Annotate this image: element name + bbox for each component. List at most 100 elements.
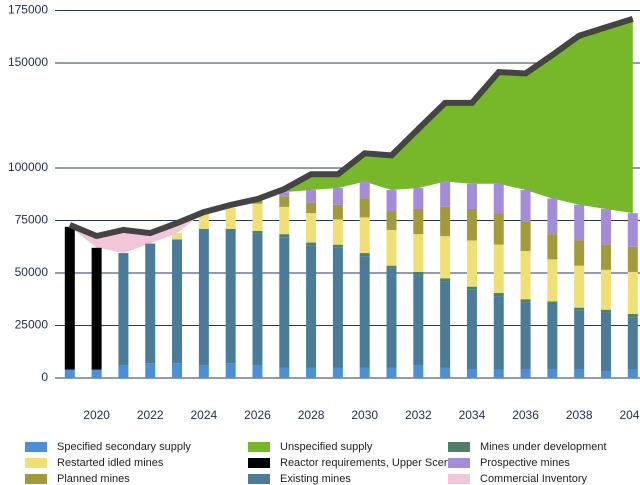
bar-segment: [386, 367, 397, 378]
bar-segment: [493, 183, 504, 214]
legend-label: Specified secondary supply: [57, 441, 191, 453]
bar-segment: [279, 192, 290, 197]
bar-segment: [332, 367, 343, 378]
bar-segment: [600, 269, 611, 310]
bar-segment: [172, 363, 183, 378]
x-tick-label: 2024: [191, 408, 218, 422]
bar-segment: [574, 369, 585, 378]
legend-label: Commercial Inventory: [480, 473, 587, 485]
x-tick-label: 2036: [512, 408, 539, 422]
bar-segment: [547, 304, 558, 370]
legend-swatch: [448, 474, 470, 484]
bar-segment: [252, 233, 263, 366]
bar-segment: [466, 286, 477, 290]
bar-segment: [413, 275, 424, 366]
bar-segment: [279, 196, 290, 207]
y-tick-label: 25000: [15, 318, 49, 332]
bar-segment: [198, 228, 209, 366]
bar-segment: [493, 244, 504, 293]
bar-segment: [574, 307, 585, 311]
legend-swatch: [25, 442, 47, 452]
bar-segment: [279, 234, 290, 238]
bar-segment: [91, 369, 102, 378]
bar-segment: [547, 301, 558, 305]
bar-segment: [600, 244, 611, 270]
bar-segment: [547, 234, 558, 260]
legend: Specified secondary supply Restarted idle…: [25, 441, 607, 485]
bar-segment: [413, 365, 424, 378]
bar-segment: [172, 239, 183, 364]
bar-segment: [359, 217, 370, 254]
legend-swatch: [448, 442, 470, 452]
x-tick-label: 2030: [351, 408, 378, 422]
bar-segment: [466, 208, 477, 241]
bar-segment: [574, 265, 585, 308]
bar-segment: [332, 244, 343, 248]
requirement-line: [68, 16, 634, 240]
bar-segment: [64, 369, 75, 378]
bar-segment: [574, 204, 585, 241]
bar-segment: [466, 369, 477, 378]
legend-label: Existing mines: [280, 473, 351, 485]
bar-segment: [359, 253, 370, 257]
bar-segment: [252, 231, 263, 234]
bar-segment: [413, 271, 424, 276]
bar-segment: [306, 202, 317, 214]
legend-label: Prospective mines: [480, 457, 570, 469]
bar-segment: [359, 367, 370, 378]
bar-segment: [627, 313, 638, 318]
bar-segment: [332, 219, 343, 245]
bar-segment: [627, 246, 638, 272]
area: [230, 18, 633, 214]
bar-segment: [198, 365, 209, 378]
bar-segment: [627, 213, 638, 247]
bar-segment: [520, 302, 531, 370]
bar-segment: [306, 242, 317, 246]
bar-segment: [493, 292, 504, 297]
bar-segment: [440, 181, 451, 207]
legend-label: Mines under development: [480, 441, 607, 453]
legend-label: Restarted idled mines: [57, 457, 164, 469]
bar-segment: [306, 190, 317, 203]
legend-swatch: [25, 458, 47, 468]
bar-segment: [520, 299, 531, 303]
bar-segment: [627, 369, 638, 378]
bar-segment: [493, 296, 504, 370]
bar-segment: [225, 207, 236, 229]
bar-segment: [225, 363, 236, 378]
bar-segment: [306, 213, 317, 243]
bar-segment: [493, 213, 504, 245]
bar-segment: [466, 183, 477, 209]
x-tick-label: 2040: [619, 408, 640, 422]
bar-segment: [440, 206, 451, 237]
x-tick-label: 2032: [405, 408, 432, 422]
y-tick-label: 175000: [8, 3, 48, 17]
bar-segment: [306, 367, 317, 378]
bar-segment: [386, 265, 397, 269]
bar-segment: [386, 229, 397, 266]
legend-label: Reactor requirements, Upper Scenario: [280, 457, 468, 469]
legend-label: Unspecified supply: [280, 441, 373, 453]
bar-segment: [145, 363, 156, 378]
bar-segment: [466, 289, 477, 370]
bar-segment: [600, 208, 611, 245]
x-tick-label: 2022: [137, 408, 164, 422]
bar-segment: [600, 312, 611, 372]
bar-segment: [574, 240, 585, 266]
bar-segment: [547, 369, 558, 378]
bar-segment: [118, 365, 129, 378]
bar-segment: [198, 212, 209, 229]
bar-segment: [386, 268, 397, 368]
bar-segment: [172, 233, 183, 240]
bar-segment: [600, 371, 611, 378]
bar-segment: [466, 240, 477, 287]
bar-segment: [332, 247, 343, 368]
bar-segment: [520, 190, 531, 222]
legend-swatch: [248, 442, 270, 452]
x-tick-label: 2020: [83, 408, 110, 422]
bar-segment: [279, 367, 290, 378]
bar-segment: [440, 236, 451, 279]
bar-segment: [386, 190, 397, 212]
bar-segment: [413, 187, 424, 209]
